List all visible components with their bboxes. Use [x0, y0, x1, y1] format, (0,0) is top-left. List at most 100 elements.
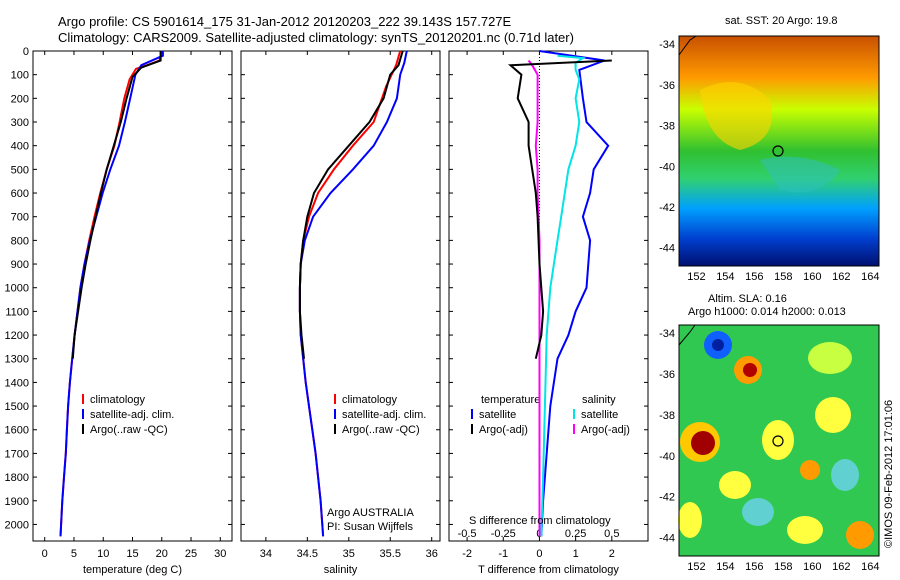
map-y-tick-label: -36: [659, 369, 675, 381]
sst-warm-patch: [700, 82, 772, 150]
sst-map-frame: [678, 35, 880, 267]
legend-label: Argo(-adj): [479, 424, 528, 436]
sst-map-field: [679, 36, 879, 266]
series-line-black: [71, 51, 162, 359]
difference-plot-frame: [448, 50, 649, 542]
sla-argo-marker: [772, 435, 784, 447]
legend-label: climatology: [90, 394, 146, 406]
depth-tick-label: 200: [11, 93, 29, 105]
depth-tick-label: 1100: [5, 306, 29, 318]
x-tick-label: 2: [609, 548, 615, 560]
s-tick-label: -0.25: [491, 528, 516, 540]
x-tick-label: 35.5: [380, 548, 401, 560]
map-y-tick-label: -42: [659, 492, 675, 504]
depth-tick-label: 1700: [5, 448, 29, 460]
temperature-plot-frame: [32, 50, 233, 542]
depth-tick-label: 900: [11, 259, 29, 271]
depth-tick-label: 2000: [5, 519, 29, 531]
sla-eddies: [678, 331, 874, 549]
figure-title-line2: Climatology: CARS2009. Satellite-adjuste…: [58, 30, 574, 45]
depth-tick-label: 400: [11, 141, 29, 153]
x-tick-label: 1: [573, 548, 579, 560]
map-x-tick-label: 154: [716, 271, 734, 283]
depth-tick-label: 1500: [5, 401, 29, 413]
depth-tick-label: 1000: [5, 283, 29, 295]
depth-tick-label: 1400: [5, 377, 29, 389]
legend-label: Argo(..raw -QC): [90, 424, 168, 436]
legend-label: Argo(-adj): [581, 424, 630, 436]
sst-argo-marker: [772, 145, 784, 157]
figure-title-line1: Argo profile: CS 5901614_175 31-Jan-2012…: [58, 14, 512, 29]
depth-tick-label: 800: [11, 235, 29, 247]
map-x-tick-label: 158: [774, 561, 792, 573]
map-y-tick-label: -34: [659, 39, 675, 51]
depth-tick-label: 1900: [5, 496, 29, 508]
map-x-tick-label: 158: [774, 271, 792, 283]
legend-label: satellite: [581, 409, 618, 421]
x-axis-label: T difference from climatology: [478, 564, 619, 576]
map-x-tick-label: 152: [687, 561, 705, 573]
x-axis-label: temperature (deg C): [83, 564, 182, 576]
x-tick-label: 5: [71, 548, 77, 560]
x-tick-label: 35: [343, 548, 355, 560]
sla-map-frame: [678, 324, 880, 557]
x-tick-label: 15: [126, 548, 138, 560]
imos-watermark: ©IMOS 09-Feb-2012 17:01:06: [883, 400, 895, 548]
legend-label: satellite-adj. clim.: [90, 409, 174, 421]
legend-label: Argo(..raw -QC): [342, 424, 420, 436]
map-y-tick-label: -36: [659, 80, 675, 92]
map-y-tick-label: -44: [659, 243, 675, 255]
series-line-black: [507, 59, 612, 359]
map-y-tick-label: -34: [659, 328, 675, 340]
map-x-tick-label: 162: [832, 561, 850, 573]
map-y-tick-label: -38: [659, 410, 675, 422]
depth-tick-label: 0: [23, 46, 29, 58]
salinity-annotation-line2: PI: Susan Wijffels: [327, 521, 413, 533]
map-x-tick-label: 156: [745, 271, 763, 283]
salinity-annotation-line1: Argo AUSTRALIA: [327, 507, 414, 519]
x-tick-label: -2: [462, 548, 472, 560]
map-x-tick-label: 156: [745, 561, 763, 573]
sst-cool-patch: [760, 156, 840, 193]
x-tick-label: -1: [498, 548, 508, 560]
sst-map-title: sat. SST: 20 Argo: 19.8: [725, 15, 838, 27]
series-line-blue: [59, 51, 164, 537]
sla-map-title: Altim. SLA: 0.16: [708, 293, 787, 305]
map-y-tick-label: -40: [659, 161, 675, 173]
depth-tick-label: 1600: [5, 425, 29, 437]
x-tick-label: 25: [185, 548, 197, 560]
s-tick-label: 0.25: [565, 528, 586, 540]
x-tick-label: 34.5: [297, 548, 318, 560]
depth-tick-label: 1200: [5, 330, 29, 342]
s-tick-label: 0.5: [604, 528, 619, 540]
s-tick-label: -0.5: [458, 528, 477, 540]
depth-tick-label: 1300: [5, 354, 29, 366]
x-tick-label: 0: [42, 548, 48, 560]
legend-label: salinity: [582, 394, 616, 406]
legend-label: satellite: [479, 409, 516, 421]
coastline-sst: [678, 35, 697, 56]
map-y-tick-label: -44: [659, 533, 675, 545]
depth-tick-label: 700: [11, 212, 29, 224]
x-tick-label: 36: [426, 548, 438, 560]
x-tick-label: 34: [260, 548, 272, 560]
x-tick-label: 30: [214, 548, 226, 560]
depth-tick-label: 300: [11, 117, 29, 129]
map-x-tick-label: 160: [803, 561, 821, 573]
x-tick-label: 0: [536, 548, 542, 560]
map-x-tick-label: 164: [861, 561, 879, 573]
x-tick-label: 10: [97, 548, 109, 560]
depth-tick-label: 600: [11, 188, 29, 200]
difference-salinity-title: S difference from climatology: [469, 515, 611, 527]
series-line-magenta: [527, 59, 541, 537]
x-axis-label: salinity: [324, 564, 358, 576]
map-x-tick-label: 162: [832, 271, 850, 283]
depth-tick-label: 100: [11, 70, 29, 82]
map-y-tick-label: -42: [659, 202, 675, 214]
map-y-tick-label: -40: [659, 451, 675, 463]
map-x-tick-label: 154: [716, 561, 734, 573]
map-x-tick-label: 164: [861, 271, 879, 283]
legend-label: temperature: [481, 394, 540, 406]
coastline-sla: [678, 324, 696, 346]
